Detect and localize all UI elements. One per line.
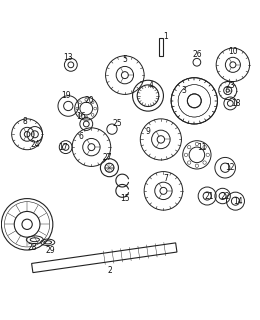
Circle shape [187, 161, 191, 164]
Circle shape [193, 58, 201, 66]
Circle shape [85, 98, 88, 101]
Text: 17: 17 [58, 143, 68, 152]
Circle shape [160, 188, 167, 194]
Text: 15: 15 [120, 194, 130, 203]
Text: 7: 7 [164, 173, 168, 182]
Text: 28: 28 [28, 243, 37, 252]
Circle shape [85, 116, 88, 119]
Circle shape [79, 114, 81, 116]
Text: 21: 21 [205, 191, 214, 201]
Text: 12: 12 [226, 163, 235, 172]
Circle shape [187, 146, 191, 149]
Circle shape [226, 89, 229, 92]
Text: 4: 4 [148, 81, 153, 90]
Text: 29: 29 [46, 245, 55, 254]
Circle shape [107, 124, 117, 134]
Text: 1: 1 [164, 32, 168, 41]
Circle shape [184, 153, 188, 156]
Circle shape [91, 101, 94, 104]
Text: 18: 18 [231, 99, 240, 108]
Text: 2: 2 [107, 266, 112, 275]
Text: 16: 16 [76, 112, 86, 121]
Circle shape [230, 62, 236, 68]
Circle shape [76, 107, 79, 110]
Circle shape [121, 72, 128, 79]
Text: 10: 10 [228, 47, 238, 56]
Circle shape [91, 114, 94, 116]
Circle shape [24, 132, 30, 137]
Text: 22: 22 [220, 191, 230, 201]
Text: 14: 14 [233, 197, 243, 206]
Circle shape [206, 153, 210, 156]
Circle shape [157, 136, 165, 143]
Circle shape [203, 146, 206, 149]
Circle shape [195, 164, 199, 167]
Text: 24: 24 [30, 140, 40, 149]
Text: 19: 19 [61, 91, 70, 100]
Text: 6: 6 [79, 132, 83, 141]
Text: 11: 11 [197, 143, 207, 152]
Text: 3: 3 [181, 86, 186, 95]
Circle shape [94, 107, 96, 110]
Text: 23: 23 [225, 81, 235, 90]
Text: 5: 5 [122, 55, 127, 64]
Circle shape [195, 142, 199, 146]
Text: 20: 20 [84, 96, 94, 105]
Text: 9: 9 [146, 127, 151, 136]
Text: 27: 27 [102, 153, 112, 162]
Text: 13: 13 [63, 52, 73, 62]
Text: 8: 8 [22, 117, 27, 126]
Text: 25: 25 [112, 119, 122, 129]
Bar [159, 38, 163, 56]
Circle shape [88, 144, 95, 151]
Circle shape [79, 101, 81, 104]
Text: 26: 26 [192, 50, 202, 59]
Circle shape [203, 161, 206, 164]
